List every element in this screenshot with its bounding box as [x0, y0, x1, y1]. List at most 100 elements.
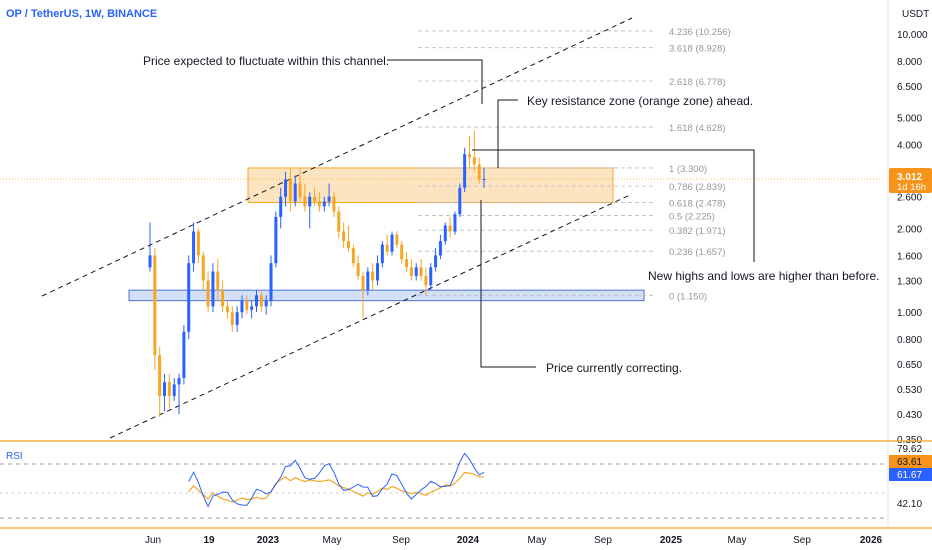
annotation-channel-leader — [387, 59, 483, 104]
price-tick-label: 0.800 — [897, 335, 922, 346]
annotation-higher-leader — [472, 149, 755, 262]
price-tick-label: 1.600 — [897, 251, 922, 262]
candle-body — [472, 157, 476, 165]
candle-body — [361, 275, 365, 291]
candle-body — [264, 300, 268, 307]
candle-body — [443, 225, 447, 242]
rsi-line — [188, 452, 485, 508]
candle-body — [230, 312, 234, 325]
fib-label: 0.618 (2.478) — [669, 199, 726, 210]
candle-body — [284, 179, 288, 197]
candle-body — [298, 183, 302, 197]
rsi-pane: 79.62 42.10 63.61 61.67 — [0, 440, 932, 529]
fib-label: 1 (3.300) — [669, 164, 707, 175]
candle-body — [201, 255, 205, 281]
fib-label: 0 (1.150) — [669, 291, 707, 302]
candle-body — [293, 183, 297, 202]
time-tick-label: May — [528, 535, 547, 546]
candle-body — [317, 201, 321, 207]
candle-body — [163, 382, 167, 396]
candle-body — [429, 267, 433, 286]
candle-body — [327, 196, 331, 202]
candle-body — [308, 196, 312, 207]
candle-body — [182, 331, 186, 378]
candle-body — [409, 267, 413, 276]
candle-body — [225, 306, 229, 313]
price-tick-label: 2.000 — [897, 224, 922, 235]
rsi-ma-line — [188, 471, 485, 503]
candle-body — [259, 295, 263, 307]
time-axis[interactable]: Jun 19 2023 May Sep 2024 May Sep 2025 May Sep 2026 — [145, 535, 883, 546]
axis-unit-label: USDT — [902, 9, 929, 20]
candle-body — [458, 187, 462, 215]
rsi-label[interactable]: RSI — [6, 451, 23, 462]
candle-body — [376, 263, 380, 281]
rsi-ma-tag — [889, 455, 932, 468]
candle-body — [434, 255, 438, 268]
rsi-value: 61.67 — [897, 470, 922, 481]
candle-body — [482, 178, 486, 180]
candle-body — [385, 244, 389, 252]
candle-body — [153, 255, 157, 356]
time-tick-label: 2024 — [457, 535, 480, 546]
candle-body — [288, 179, 292, 202]
candle-body — [211, 271, 215, 307]
candle-body — [424, 275, 428, 286]
annotation-higher: New highs and lows are higher than befor… — [648, 269, 879, 283]
candle-body — [395, 234, 399, 245]
fib-label: 4.236 (10.256) — [669, 27, 731, 38]
candle-body — [250, 306, 254, 310]
price-axis[interactable]: 10.0008.0006.5005.0004.0003.2002.6002.00… — [887, 0, 932, 528]
candle-body — [279, 196, 283, 217]
candle-body — [414, 267, 418, 276]
fib-layer: 4.236 (10.256) 3.618 (8.928) 2.618 (6.778)… — [418, 27, 731, 302]
time-tick-label: 19 — [203, 535, 215, 546]
candle-body — [148, 255, 152, 268]
price-tick-label: 8.000 — [897, 57, 922, 68]
price-tick-label: 0.650 — [897, 360, 922, 371]
time-tick-label: 2026 — [860, 535, 883, 546]
price-tick-label: 10.000 — [897, 30, 928, 41]
candle-body — [313, 196, 317, 202]
candle-body — [303, 196, 307, 207]
annotation-resistance-leader — [497, 99, 518, 168]
candle-body — [196, 231, 200, 256]
price-tick-label: 1.300 — [897, 276, 922, 287]
candle-body — [167, 382, 171, 396]
channel-lower-line — [109, 193, 633, 439]
candle-body — [390, 234, 394, 252]
time-tick-label: May — [728, 535, 747, 546]
fib-label: 0.236 (1.657) — [669, 247, 726, 258]
candle-body — [400, 244, 404, 260]
candle-body — [356, 263, 360, 276]
chart-title[interactable]: OP / TetherUS, 1W, BINANCE — [6, 8, 157, 20]
candle-body — [177, 377, 181, 385]
candle-body — [366, 271, 370, 291]
fib-label: 0.382 (1.971) — [669, 226, 726, 237]
candle-body — [438, 241, 442, 256]
last-price-tag — [889, 167, 932, 193]
candle-body — [322, 201, 326, 207]
candle-body — [240, 300, 244, 313]
time-tick-label: Sep — [594, 535, 612, 546]
fib-label: 0.5 (2.225) — [669, 212, 715, 223]
price-tick-label: 6.500 — [897, 82, 922, 93]
price-tick-label: 0.530 — [897, 385, 922, 396]
price-tick-label: 1.000 — [897, 308, 922, 319]
candle-body — [419, 267, 423, 276]
candle-body — [477, 164, 481, 180]
candle-body — [463, 154, 467, 188]
candle-body — [235, 312, 239, 325]
candle-body — [371, 271, 375, 281]
fib-label: 2.618 (6.778) — [669, 77, 726, 88]
candle-body — [269, 263, 273, 301]
fib-label: 3.618 (8.928) — [669, 44, 726, 55]
candle-body — [254, 295, 258, 307]
rsi-tick-label: 42.10 — [897, 499, 922, 510]
candle-body — [274, 216, 278, 264]
candle-body — [405, 259, 409, 268]
price-tick-label: 2.600 — [897, 193, 922, 204]
candle-body — [380, 244, 384, 264]
annotation-correcting: Price currently correcting. — [546, 361, 682, 375]
